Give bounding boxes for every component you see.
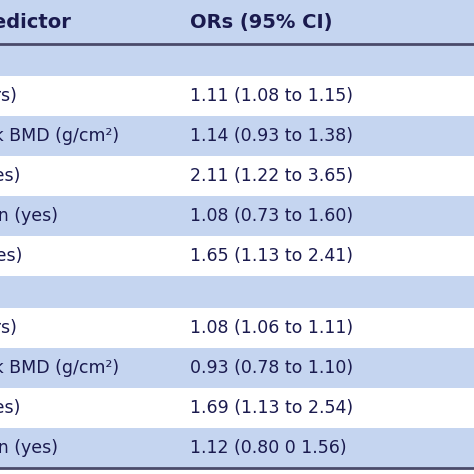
Text: s (yes): s (yes) <box>0 167 20 185</box>
Bar <box>0 308 474 348</box>
Bar <box>0 348 474 388</box>
Bar <box>0 76 474 116</box>
Text: 2.11 (1.22 to 3.65): 2.11 (1.22 to 3.65) <box>190 167 353 185</box>
Text: nsion (yes): nsion (yes) <box>0 207 58 225</box>
Text: 1.12 (0.80 0 1.56): 1.12 (0.80 0 1.56) <box>190 439 346 457</box>
Bar <box>0 388 474 428</box>
Text: /Predictor: /Predictor <box>0 12 71 31</box>
Bar <box>0 156 474 196</box>
Text: s (yes): s (yes) <box>0 399 20 417</box>
Bar <box>0 196 474 236</box>
Text: neck BMD (g/cm²): neck BMD (g/cm²) <box>0 127 119 145</box>
Text: nsion (yes): nsion (yes) <box>0 439 58 457</box>
Text: 1.65 (1.13 to 2.41): 1.65 (1.13 to 2.41) <box>190 247 353 265</box>
Text: 0.93 (0.78 to 1.10): 0.93 (0.78 to 1.10) <box>190 359 353 377</box>
Bar <box>0 0 474 44</box>
Text: years): years) <box>0 319 17 337</box>
Bar <box>0 116 474 156</box>
Text: g (yes): g (yes) <box>0 247 22 265</box>
Text: years): years) <box>0 87 17 105</box>
Bar <box>0 236 474 276</box>
Bar <box>0 428 474 468</box>
Text: 1.08 (1.06 to 1.11): 1.08 (1.06 to 1.11) <box>190 319 353 337</box>
Text: 1.69 (1.13 to 2.54): 1.69 (1.13 to 2.54) <box>190 399 353 417</box>
Bar <box>0 44 474 76</box>
Text: 1.14 (0.93 to 1.38): 1.14 (0.93 to 1.38) <box>190 127 353 145</box>
Text: 1.11 (1.08 to 1.15): 1.11 (1.08 to 1.15) <box>190 87 353 105</box>
Bar <box>0 276 474 308</box>
Text: neck BMD (g/cm²): neck BMD (g/cm²) <box>0 359 119 377</box>
Text: ORs (95% CI): ORs (95% CI) <box>190 12 332 31</box>
Text: 1.08 (0.73 to 1.60): 1.08 (0.73 to 1.60) <box>190 207 353 225</box>
